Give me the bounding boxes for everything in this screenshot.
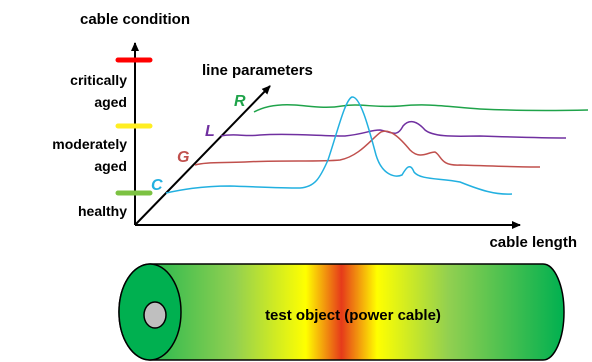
critically-label-line2: aged (94, 94, 127, 110)
r-symbol: R (234, 93, 246, 110)
critically-label-line1: critically (70, 72, 127, 88)
g-curve (194, 130, 541, 168)
l-curve (220, 120, 567, 139)
cable-label: test object (power cable) (265, 307, 441, 324)
c-symbol: C (151, 177, 163, 194)
diagonal-axis-title: line parameters (202, 62, 313, 79)
x-axis-title: cable length (489, 234, 577, 251)
diagonal-axis (134, 85, 271, 226)
l-symbol: L (205, 123, 215, 140)
cable-conductor (143, 301, 167, 329)
power-cable: test object (power cable) (118, 263, 565, 361)
g-symbol: G (177, 149, 189, 166)
moderately-label-line1: moderately (52, 136, 127, 152)
c-curve (165, 96, 513, 195)
y-axis-title: cable condition (80, 11, 190, 28)
r-curve (253, 104, 589, 113)
healthy-label: healthy (78, 203, 127, 219)
moderately-label-line2: aged (94, 158, 127, 174)
